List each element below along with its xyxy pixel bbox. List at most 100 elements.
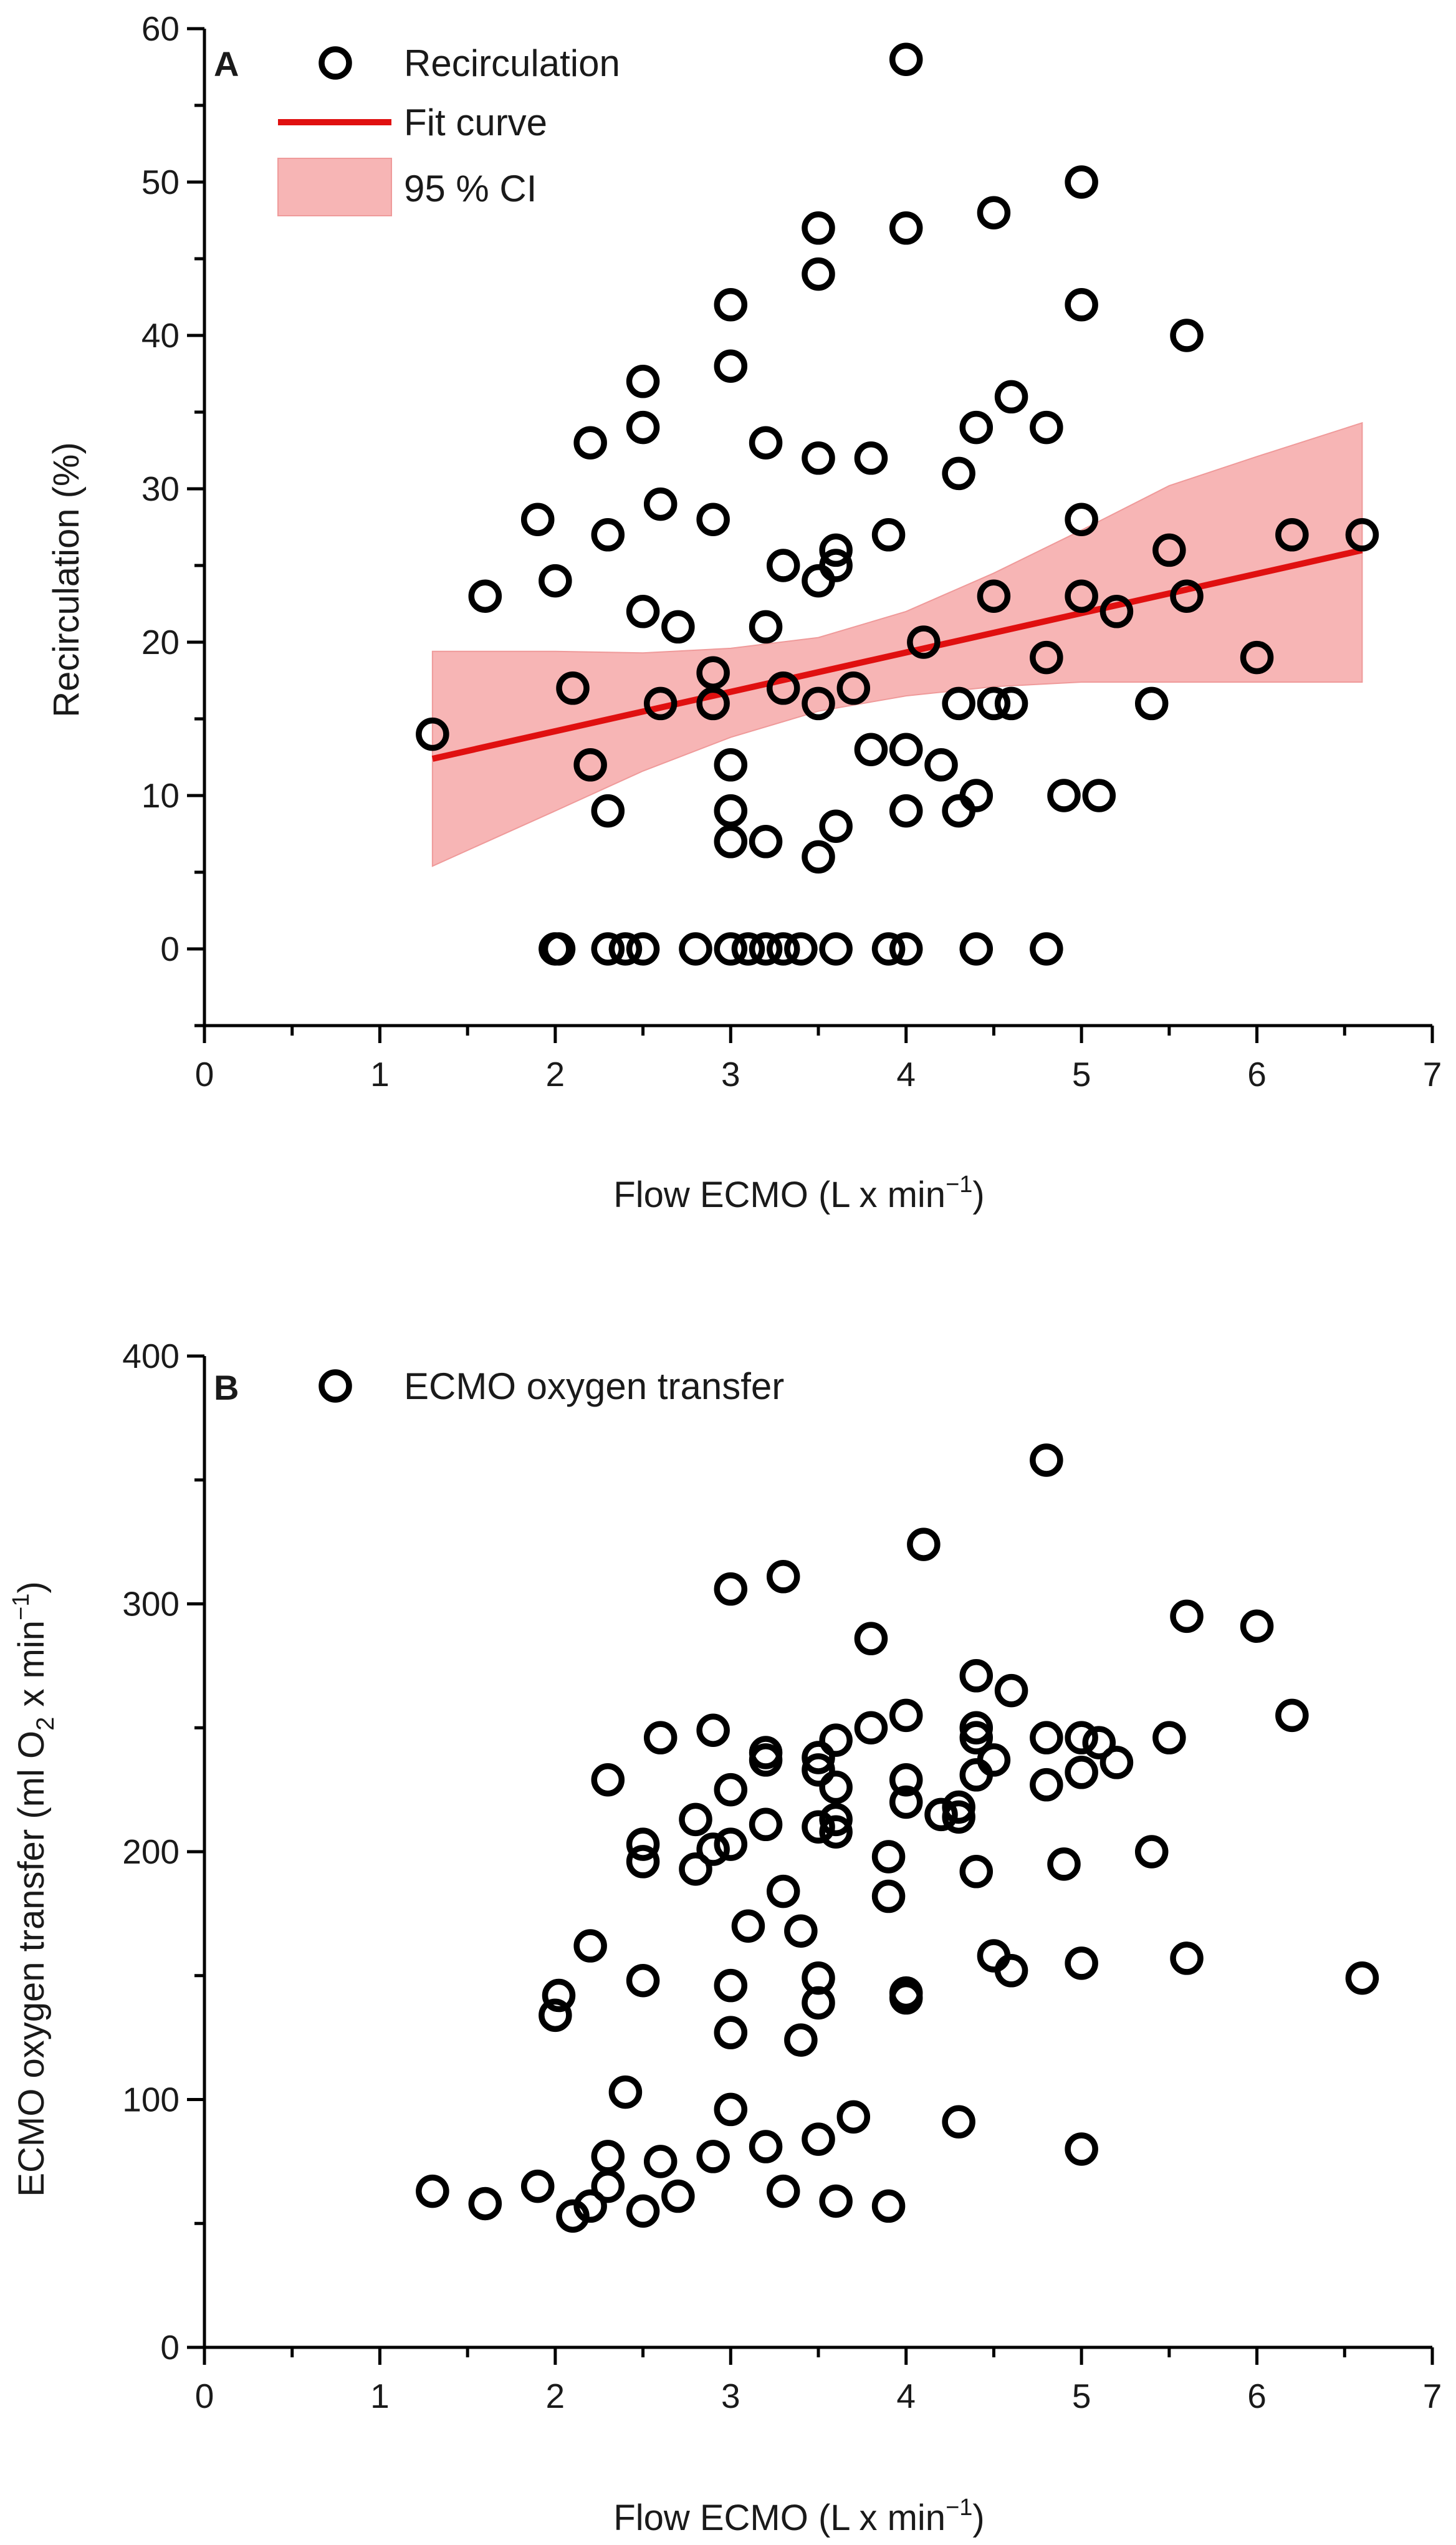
panel-b-data-point — [1345, 1961, 1379, 1995]
panel-a-x-axis-title-main: Flow ECMO (L x min — [613, 1175, 946, 1215]
panel-b-data-point — [749, 1743, 783, 1777]
panel-b-x-tick-label: 0 — [195, 2377, 214, 2415]
panel-b-data-point — [802, 1753, 835, 1787]
panel-a-data-point — [819, 533, 853, 567]
panel-a-data-point — [819, 932, 853, 966]
panel-a-y-axis-title: Recirculation (%) — [46, 442, 87, 718]
panel-b-y-axis-title-part2: x min — [11, 1620, 52, 1717]
panel-a-data-point — [889, 211, 923, 245]
panel-a-data-point — [994, 686, 1028, 721]
panel-b-data-point — [696, 2140, 730, 2173]
panel-b-data-point — [1065, 1756, 1098, 1789]
panel-a-data-point — [1082, 779, 1116, 812]
panel-b-data-point — [520, 2169, 555, 2203]
panel-b-data-point — [1170, 1941, 1204, 1975]
panel-b-data-point — [942, 2105, 975, 2139]
panel-b-data-point — [836, 2100, 871, 2134]
panel-b-data-point — [994, 1954, 1028, 1988]
legend-label-oxygen-transfer: ECMO oxygen transfer — [404, 1365, 784, 1407]
legend-band-ci — [277, 158, 392, 216]
panel-b-data-point — [1030, 1443, 1063, 1477]
panel-b-data-point — [714, 1773, 748, 1807]
panel-a-data-point — [1030, 640, 1063, 675]
panel-b-data-point — [573, 1929, 607, 1963]
panel-a-data-point — [977, 196, 1011, 229]
panel-b-data-point — [714, 2016, 748, 2049]
panel-a-data-point — [889, 733, 923, 766]
panel-b-data-point — [924, 1797, 958, 1832]
legend-marker-recirculation — [318, 46, 352, 80]
panel-b-data-point — [714, 2092, 748, 2127]
panel-a-data-point — [731, 932, 765, 966]
panel-a-data-point — [749, 825, 783, 859]
panel-b-x-axis-title-close: ) — [972, 2498, 984, 2538]
panel-a-y-tick-label: 40 — [141, 316, 180, 355]
panel-b-data-point — [539, 1998, 572, 2033]
panel-a-y-tick-label: 50 — [141, 163, 180, 201]
panel-b-data-point — [819, 2184, 853, 2218]
panel-b-data-point — [959, 1659, 994, 1693]
panel-a-data-point — [766, 671, 800, 705]
panel-b-data-point — [942, 1790, 975, 1824]
panel-b-data-point — [542, 1978, 576, 2013]
panel-a-ci-band — [431, 421, 1363, 867]
panel-a-data-point — [942, 456, 975, 491]
panel-b-data-point — [714, 1968, 748, 2003]
panel-a-data-point — [1345, 518, 1379, 552]
panel-b-data-point — [679, 1802, 712, 1837]
panel-b-y-tick-label: 100 — [122, 2081, 180, 2119]
panel-a-x-tick-label: 6 — [1247, 1055, 1267, 1094]
panel-a-data-point — [819, 549, 853, 582]
panel-a-data-point — [714, 288, 748, 322]
panel-b-data-point — [854, 1711, 888, 1744]
panel-a-data-point — [1030, 932, 1063, 966]
panel-b-data-point — [959, 1855, 994, 1888]
panel-b-data-point — [626, 1827, 660, 1861]
panel-a-x-tick-label: 2 — [546, 1055, 565, 1094]
panel-b-data-point — [889, 1698, 923, 1733]
panel-b-x-axis-title-main: Flow ECMO (L x min — [613, 2498, 946, 2538]
panel-b-data-point — [889, 1785, 923, 1819]
panel-b-data-point — [819, 1723, 853, 1757]
panel-a-data-point — [542, 932, 576, 966]
panel-b-y-tick-label: 200 — [122, 1832, 180, 1871]
panel-a-data-point — [871, 518, 906, 552]
panel-a-y-tick-label: 30 — [141, 469, 180, 508]
legend-label-ci: 95 % CI — [404, 168, 537, 209]
panel-b-data-point — [1065, 2132, 1098, 2166]
panel-b-x-tick-label: 5 — [1072, 2377, 1091, 2415]
panel-a-data-point — [520, 503, 555, 536]
panel-b-data-point — [802, 2122, 835, 2156]
panel-b-data-point — [749, 2130, 783, 2163]
panel-a-data-point — [766, 932, 800, 966]
panel-b-data-point — [556, 2199, 590, 2233]
panel-a-data-point — [626, 932, 660, 966]
panel-a-x-tick-label: 3 — [721, 1055, 740, 1094]
legend-label-fit-curve: Fit curve — [404, 102, 547, 143]
panel-a-data-point — [836, 671, 871, 705]
panel-a-y-tick-label: 20 — [141, 623, 180, 662]
panel-a-data-point — [1065, 165, 1098, 199]
panel-a-data-point — [1065, 503, 1098, 536]
panel-a-data-point — [679, 932, 712, 966]
panel-a-data-point — [714, 748, 748, 782]
panel-b-letter: B — [214, 1368, 239, 1407]
panel-a-data-point — [889, 794, 923, 828]
panel-b-data-point — [1275, 1698, 1309, 1733]
panel-a-data-point — [1099, 595, 1134, 628]
panel-a-data-point — [854, 733, 888, 766]
panel-b-data-point — [591, 1763, 625, 1797]
panel-a-fit-curve — [431, 547, 1363, 762]
panel-b-y-tick-label: 0 — [160, 2328, 180, 2367]
panel-b-data-point — [959, 1721, 994, 1754]
panel-b-data-point — [731, 1909, 765, 1943]
panel-b-data-point — [1065, 1721, 1098, 1754]
panel-b-data-point — [626, 1845, 660, 1879]
panel-a-data-point — [626, 410, 660, 445]
panel-a-data-point — [696, 656, 730, 690]
panel-a-data-point — [539, 564, 572, 598]
panel-a-data-point — [626, 595, 660, 628]
panel-b-data-point — [416, 2174, 449, 2208]
panel-b-data-point — [889, 1981, 923, 2015]
panel-b-data-point — [819, 1802, 853, 1837]
